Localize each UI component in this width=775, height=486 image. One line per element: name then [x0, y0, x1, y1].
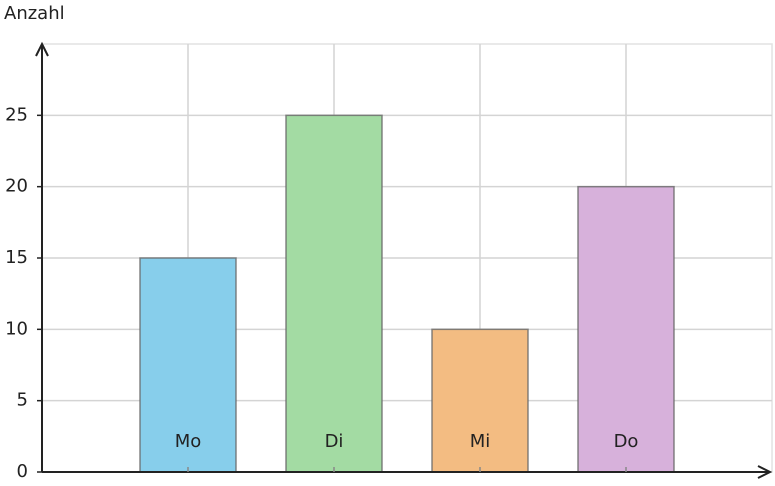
- y-tick-label: 10: [5, 318, 28, 339]
- bar: [139, 257, 237, 473]
- labels: 0 5 10 15 20 25 Mo Di Mi Do: [5, 104, 638, 482]
- x-tick-label: Do: [614, 431, 639, 452]
- x-tick-label: Mo: [175, 431, 202, 452]
- x-arrow: [757, 465, 773, 479]
- bar: [431, 328, 529, 473]
- y-axis-label: Anzahl: [4, 3, 65, 24]
- y-tick-label: 20: [5, 176, 28, 197]
- y-tick-label: 25: [5, 104, 28, 125]
- bar: [577, 185, 675, 473]
- y-arrow: [35, 41, 49, 57]
- bars: [139, 114, 675, 473]
- bar: [285, 114, 383, 473]
- y-tick-label: 0: [17, 461, 28, 482]
- x-tick-label: Di: [325, 431, 344, 452]
- x-tick-label: Mi: [470, 431, 491, 452]
- y-tick-label: 15: [5, 247, 28, 268]
- y-tick-label: 5: [17, 390, 28, 411]
